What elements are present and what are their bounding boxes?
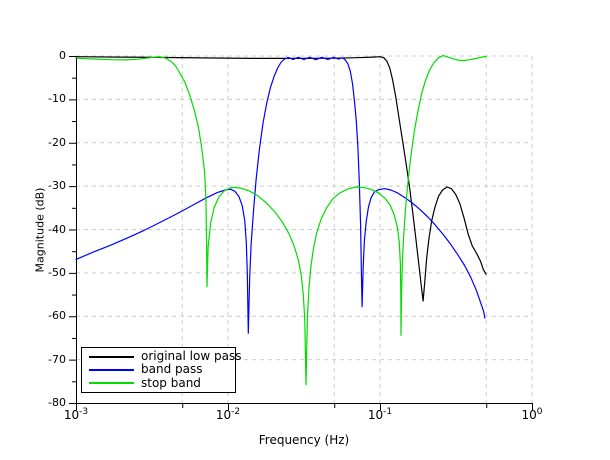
y-tick-label: -80 xyxy=(48,396,66,409)
x-tick-label: 10-3 xyxy=(63,407,89,423)
curve-stop-band xyxy=(75,55,487,386)
legend-label: stop band xyxy=(141,375,201,390)
axes xyxy=(69,56,533,410)
legend-entry-band-pass: band pass xyxy=(82,363,235,376)
legend-line-sample xyxy=(89,382,134,385)
x-axis-title: Frequency (Hz) xyxy=(258,433,350,447)
legend-line-sample xyxy=(89,368,134,371)
x-tick-label: 10-1 xyxy=(367,407,393,423)
legend-line-sample xyxy=(89,355,134,358)
y-tick-label: -30 xyxy=(48,179,66,193)
legend-entry-original-low-pass: original low pass xyxy=(82,350,241,363)
y-tick-label: -40 xyxy=(48,222,66,236)
legend: original low pass band pass stop band xyxy=(81,347,241,393)
y-tick-label: 0 xyxy=(59,49,66,62)
curve-band-pass xyxy=(75,56,486,334)
curve-original-low-pass xyxy=(75,56,487,302)
legend-label: original low pass xyxy=(141,349,242,364)
y-tick-label: -20 xyxy=(48,135,66,149)
x-tick-label: 100 xyxy=(521,407,543,423)
y-tick-label: -70 xyxy=(48,352,66,366)
legend-entry-stop-band: stop band xyxy=(82,375,235,390)
x-tick-label: 10-2 xyxy=(215,407,241,423)
y-tick-label: -60 xyxy=(48,309,66,323)
legend-label: band pass xyxy=(141,362,203,377)
y-tick-label: -10 xyxy=(48,92,66,106)
y-tick-label: -50 xyxy=(48,265,66,279)
